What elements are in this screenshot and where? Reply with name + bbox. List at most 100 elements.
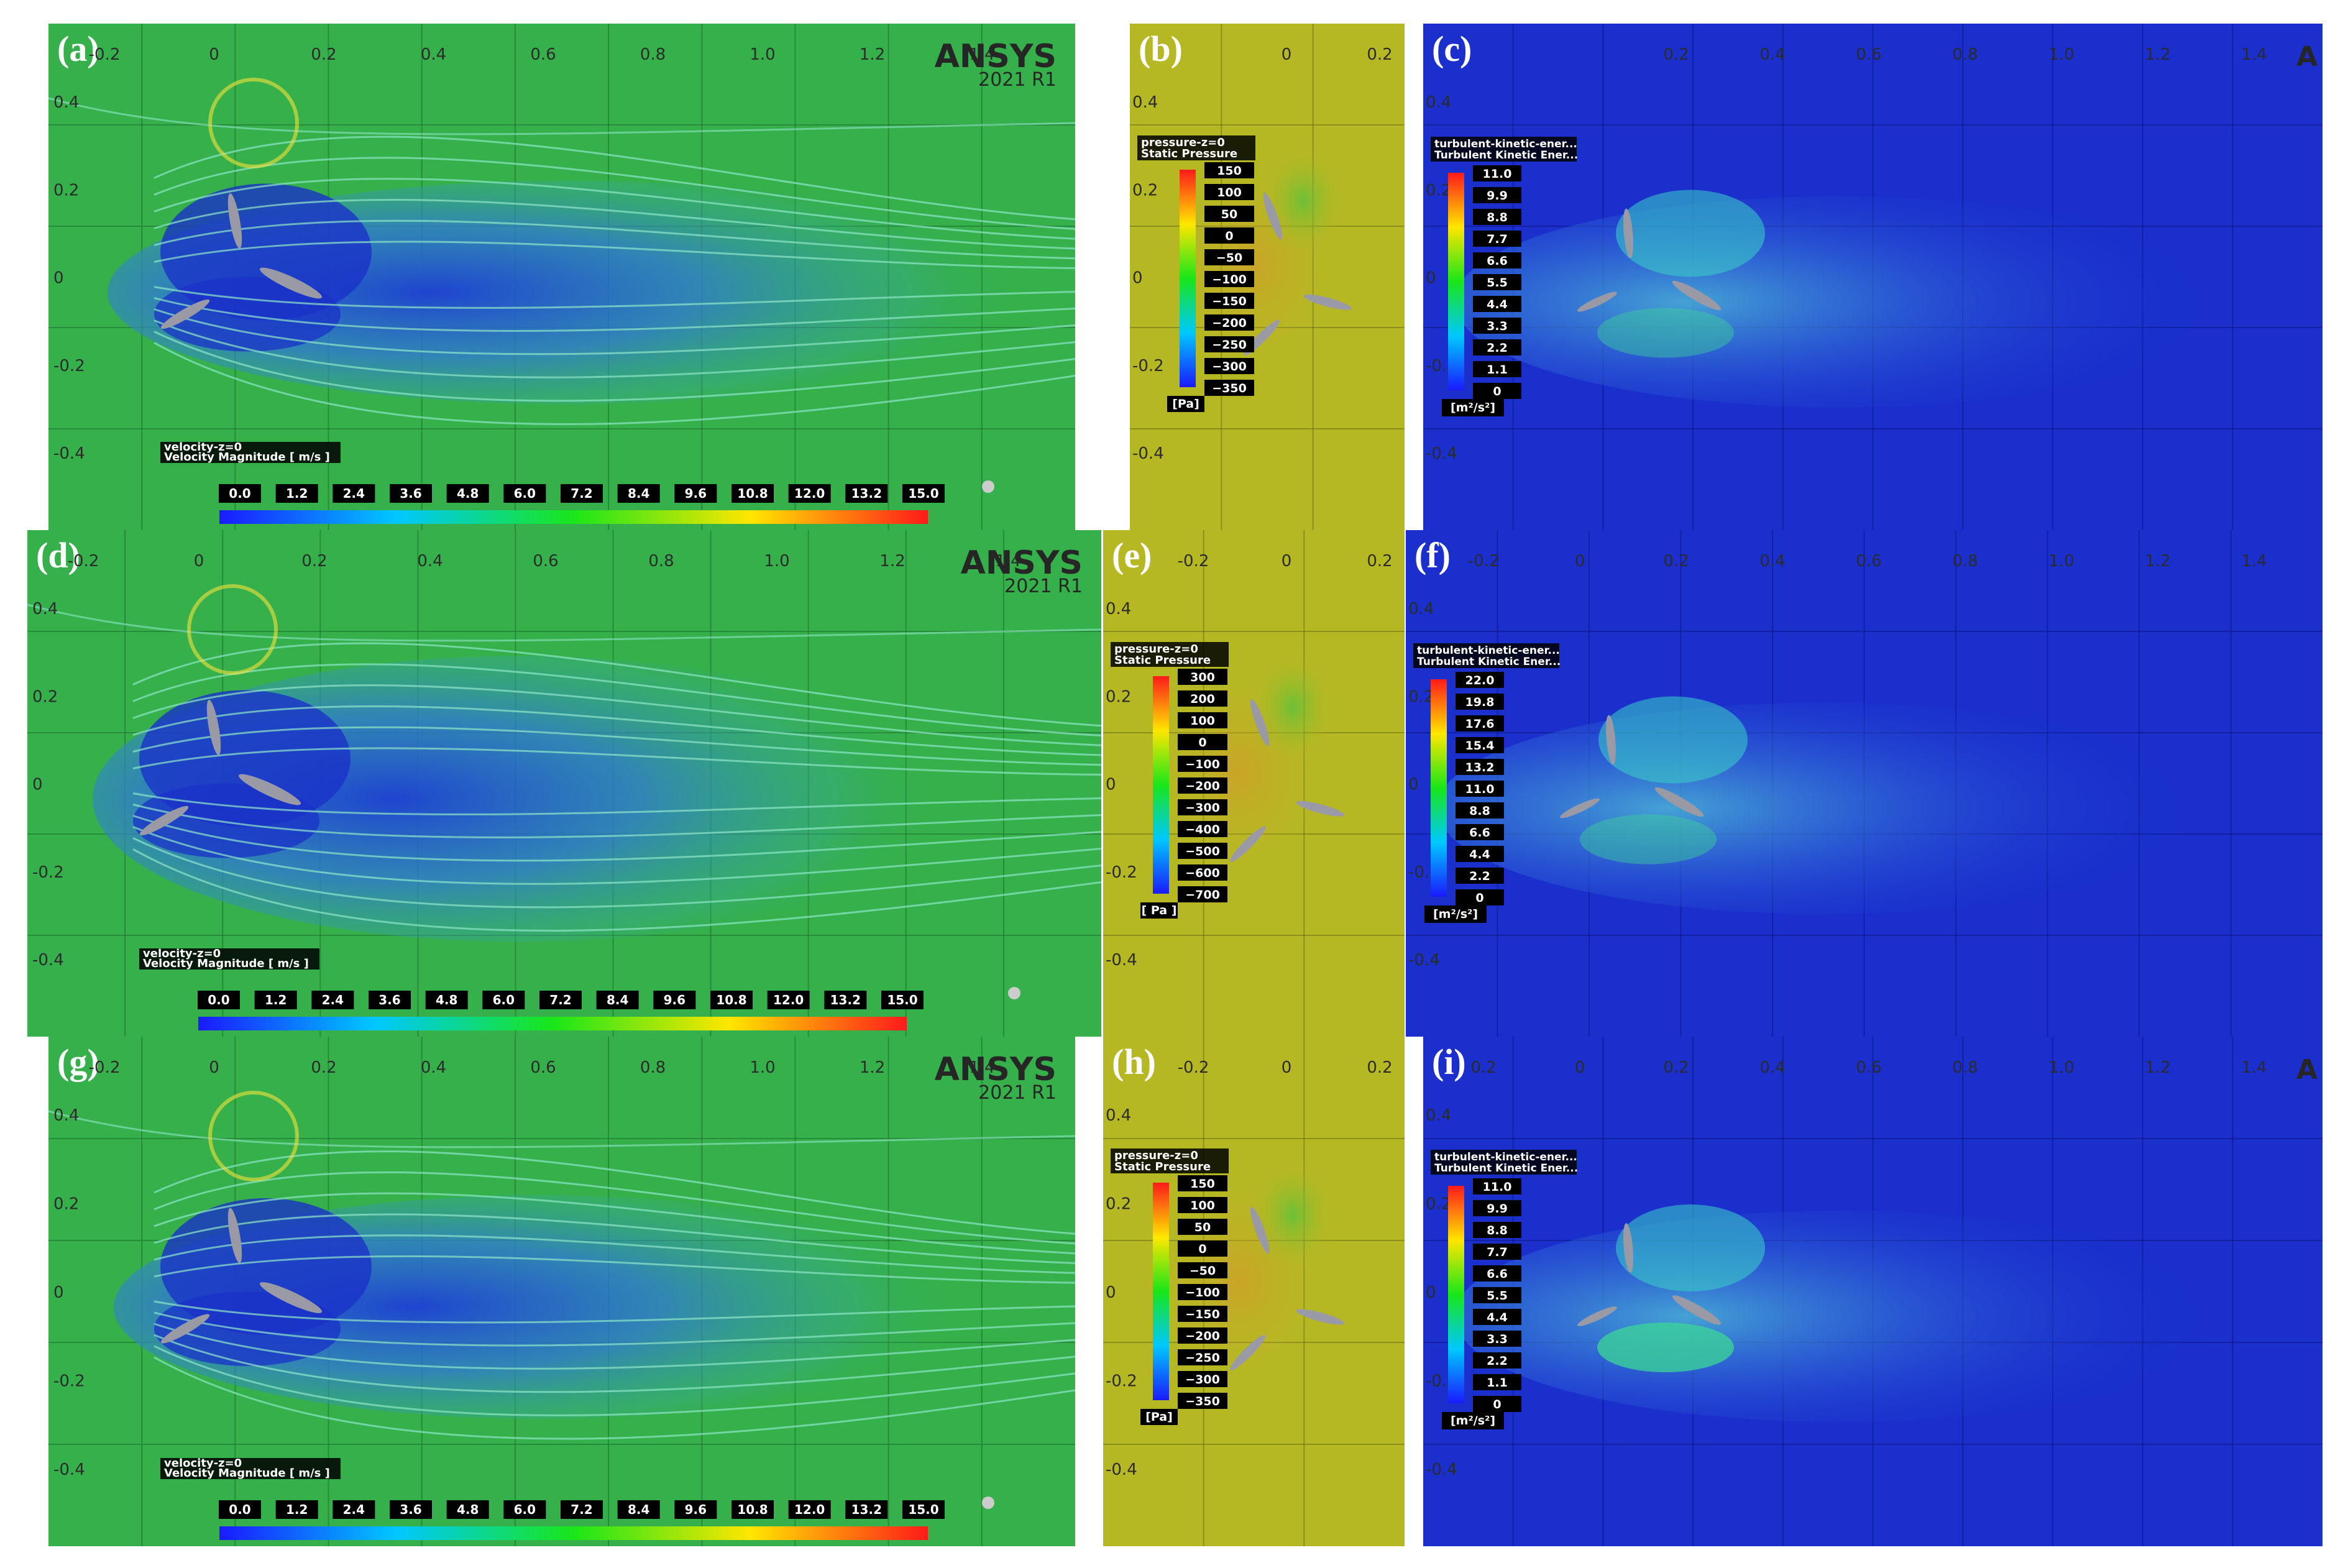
colorbar [219, 1526, 928, 1540]
colorbar-tick-bg [1178, 799, 1227, 815]
stagnation-contour [208, 1091, 299, 1181]
x-tick-label: 0.2 [1663, 552, 1689, 571]
turbine-blade [1263, 193, 1283, 240]
x-tick-label: -0.2 [1178, 1058, 1209, 1077]
colorbar-tick-bg [1456, 824, 1504, 840]
colorbar-title: velocity-z=0 [164, 1457, 242, 1470]
turbine-blade [227, 1208, 242, 1263]
y-tick-label: 0.2 [1408, 687, 1434, 706]
y-tick-label: -0.2 [1132, 357, 1164, 375]
colorbar-tick-label: 0 [1198, 1242, 1206, 1256]
colorbar-tick-label: 100 [1190, 1199, 1215, 1213]
turbine-blade [1654, 787, 1704, 817]
colorbar-tick-label: 17.6 [1465, 717, 1495, 731]
colorbar-tick-label: 9.6 [685, 486, 707, 501]
colorbar-tick-label: 3.6 [378, 993, 400, 1007]
x-tick-label: 1.0 [2048, 552, 2074, 571]
colorbar-subtitle: Turbulent Kinetic Ener... [1434, 149, 1578, 162]
colorbar-tick-bg [902, 484, 945, 503]
colorbar-tick-label: 1.2 [265, 993, 287, 1007]
colorbar-tick-label: 6.6 [1487, 254, 1508, 268]
colorbar-title: turbulent-kinetic-ener... [1434, 138, 1577, 150]
contour-line [154, 219, 1076, 332]
colorbar-tick-label: 19.8 [1465, 695, 1495, 709]
colorbar-tick-bg [1204, 358, 1254, 374]
turbine-blade [160, 299, 210, 329]
y-tick-label: 0 [1408, 776, 1419, 794]
pressure-panel: (h) -0.2 0 0.2 0.4 0.2 0 -0.2 -0.4 pressure-z=0St… [1103, 1037, 1405, 1546]
colorbar-tick-bg [254, 991, 297, 1009]
x-tick-label: 0 [1575, 1058, 1585, 1077]
colorbar-tick-bg [1473, 165, 1521, 181]
contour-line [27, 603, 1102, 642]
velocity-panel: (a)-0.2 0 0.2 0.4 0.6 0.8 1.0 1.2 1.40.40.20-0.2… [48, 24, 1076, 530]
x-tick-label: -0.2 [68, 552, 99, 571]
colorbar-tick-label: 2.2 [1469, 869, 1490, 883]
x-tick-label: 1.4 [969, 1058, 994, 1077]
turbine-blade [259, 1282, 323, 1313]
tke-hotspot [1597, 308, 1734, 358]
x-tick-label: 0.6 [530, 1058, 556, 1077]
turbine-blade [1577, 1306, 1617, 1326]
colorbar-tick-bg [1178, 669, 1227, 685]
x-tick-label: 0.2 [1663, 45, 1689, 64]
colorbar-tick-label: −600 [1185, 866, 1220, 880]
tke-hotspot [1616, 1204, 1765, 1291]
colorbar-unit-bg [1167, 396, 1204, 412]
colorbar-tick-label: −350 [1185, 1395, 1220, 1408]
panel-label: (b) [1139, 29, 1183, 69]
colorbar-subtitle: Velocity Magnitude [ m/s ] [164, 451, 330, 464]
colorbar [1153, 676, 1169, 894]
y-tick-label: -0.2 [53, 1372, 85, 1391]
colorbar-tick-bg [1178, 712, 1227, 728]
colorbar-tick-label: 4.4 [1469, 848, 1490, 861]
contour-line [154, 1255, 1076, 1324]
colorbar-unit: [m²/s²] [1433, 907, 1478, 921]
y-tick-label: 0 [1426, 269, 1436, 288]
x-tick-label: 0.6 [1856, 552, 1881, 571]
colorbar-title: pressure-z=0 [1114, 1149, 1198, 1162]
colorbar-title-bg [160, 442, 341, 463]
colorbar-title-bg [1431, 137, 1577, 162]
x-tick-label: 0.6 [1856, 45, 1881, 64]
y-tick-label: 0.4 [32, 600, 58, 618]
colorbar-tick-label: 11.0 [1465, 782, 1495, 796]
colorbar-tick-bg [1473, 1352, 1521, 1369]
colorbar-tick-label: 2.4 [343, 1502, 365, 1517]
x-tick-label: 1.0 [750, 1058, 775, 1077]
colorbar-tick-label: 1.2 [286, 486, 308, 501]
turbine-blade [1560, 798, 1600, 818]
x-tick-label: 0.4 [1759, 45, 1785, 64]
x-tick-label: 0 [1282, 1058, 1292, 1077]
colorbar-tick-bg [1204, 380, 1254, 396]
colorbar-title-bg [1111, 1148, 1229, 1173]
colorbar-tick-bg [1473, 1374, 1521, 1390]
colorbar-tick-bg [1473, 1331, 1521, 1347]
x-tick-label: 0.8 [1952, 1058, 1978, 1077]
colorbar-unit: [Pa] [1145, 1410, 1173, 1424]
colorbar-tick-label: −500 [1185, 845, 1220, 858]
colorbar-tick-bg [731, 484, 774, 503]
colorbar-tick-label: 15.0 [908, 486, 938, 501]
colorbar-tick-label: −300 [1212, 360, 1247, 374]
colorbar [1153, 1183, 1169, 1400]
y-tick-label: -0.4 [1408, 951, 1440, 970]
colorbar-tick-bg [1178, 690, 1227, 707]
colorbar-tick-label: 15.0 [887, 993, 917, 1007]
colorbar-tick-bg [1178, 1240, 1227, 1257]
colorbar-unit-bg [1424, 905, 1487, 923]
y-tick-label: 0.4 [1426, 1106, 1451, 1125]
colorbar-tick-bg [1456, 694, 1504, 710]
y-tick-label: 0 [1426, 1283, 1436, 1302]
x-tick-label: 1.4 [2241, 1058, 2267, 1077]
colorbar-tick-label: 50 [1194, 1221, 1211, 1234]
colorbar-tick-label: 2.4 [343, 486, 365, 501]
y-tick-label: -0.4 [1426, 444, 1457, 463]
colorbar-tick-label: 12.0 [794, 1502, 825, 1517]
x-tick-label: 0.2 [301, 552, 327, 571]
axis-triad-icon [982, 480, 994, 493]
colorbar-tick-label: 12.0 [794, 486, 825, 501]
colorbar-tick-bg [1473, 1396, 1521, 1412]
y-tick-label: 0.2 [1426, 1195, 1451, 1214]
turbine-blade [1577, 291, 1617, 312]
